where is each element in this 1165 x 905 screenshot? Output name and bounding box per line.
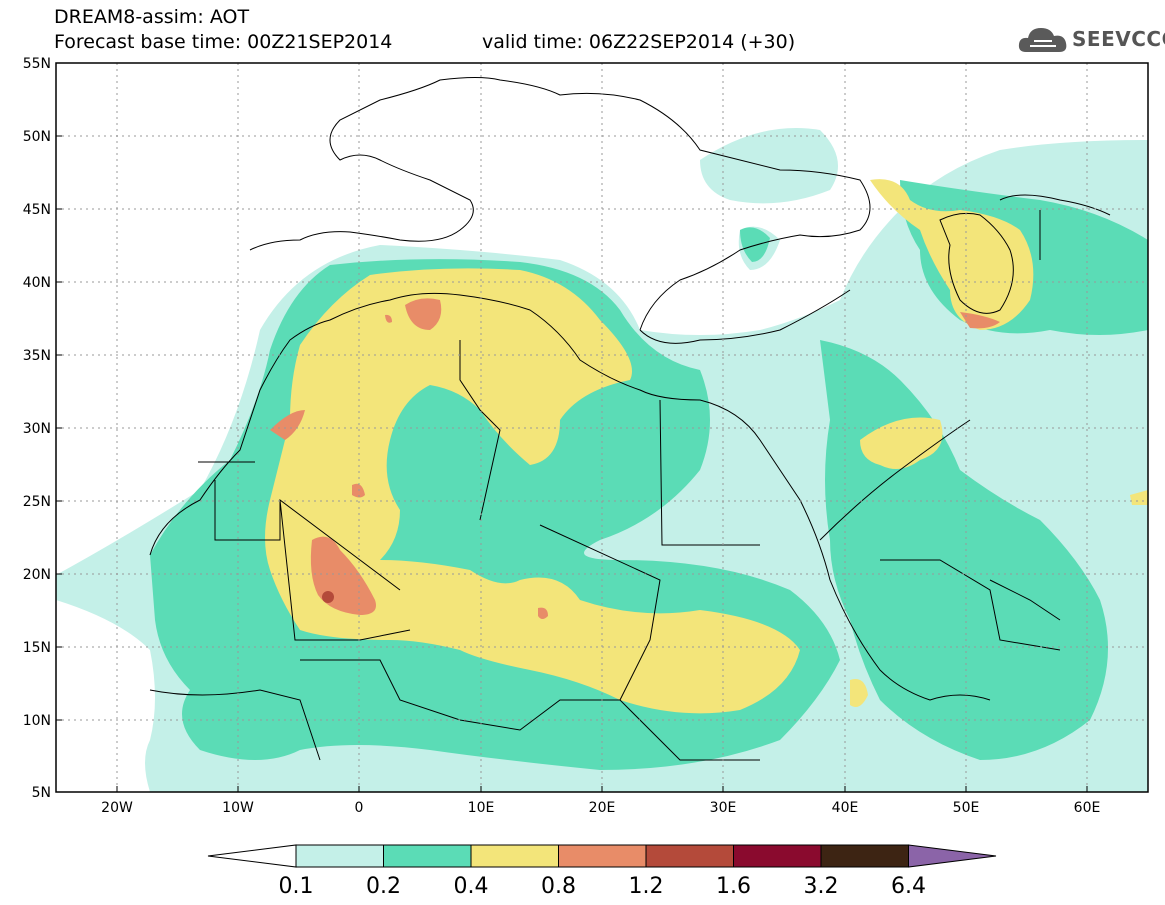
lat-labels: 55N 50N 45N 40N 35N 30N 25N 20N 15N 10N … xyxy=(23,56,51,801)
colorbar-label-1-6: 1.6 xyxy=(716,874,751,899)
lat-label-25n: 25N xyxy=(23,494,51,510)
colorbar-label-6-4: 6.4 xyxy=(891,874,926,899)
lon-label-50e: 50E xyxy=(953,800,980,816)
lon-label-10e: 10E xyxy=(468,800,495,816)
lon-label-40e: 40E xyxy=(832,800,859,816)
colorbar-label-0-2: 0.2 xyxy=(366,874,401,899)
coastlines-borders xyxy=(149,77,1111,761)
colorbar-label-0-1: 0.1 xyxy=(279,874,314,899)
colorbar-swatch-4 xyxy=(558,844,647,868)
map-title: DREAM8-assim: AOT xyxy=(54,6,250,28)
lat-label-5n: 5N xyxy=(32,785,51,801)
aot-level-0-4 xyxy=(265,179,1148,714)
colorbar-label-0-4: 0.4 xyxy=(454,874,489,899)
lat-label-55n: 55N xyxy=(23,56,51,72)
colorbar-swatch-1 xyxy=(295,844,384,868)
lon-label-0: 0 xyxy=(355,800,364,816)
colorbar: 0.1 0.2 0.4 0.8 1.2 1.6 3.2 6.4 xyxy=(207,844,997,899)
cloud-icon xyxy=(1018,28,1067,52)
lon-label-60e: 60E xyxy=(1074,800,1101,816)
colorbar-swatch-7 xyxy=(820,844,909,868)
colorbar-label-3-2: 3.2 xyxy=(804,874,839,899)
lat-label-35n: 35N xyxy=(23,348,51,364)
lat-label-40n: 40N xyxy=(23,275,51,291)
valid-time: valid time: 06Z22SEP2014 (+30) xyxy=(482,31,796,53)
colorbar-swatch-3 xyxy=(470,844,559,868)
lat-label-30n: 30N xyxy=(23,421,51,437)
lon-label-30e: 30E xyxy=(710,800,737,816)
graticule xyxy=(56,63,1148,792)
lat-label-10n: 10N xyxy=(23,713,51,729)
colorbar-label-1-2: 1.2 xyxy=(629,874,664,899)
logo-text: SEEVCCC xyxy=(1072,27,1165,51)
lon-label-10w: 10W xyxy=(222,800,254,816)
colorbar-swatch-2 xyxy=(383,844,472,868)
colorbar-label-0-8: 0.8 xyxy=(541,874,576,899)
forecast-base-time: Forecast base time: 00Z21SEP2014 xyxy=(54,31,393,53)
lon-labels: 20W 10W 0 10E 20E 30E 40E 50E 60E xyxy=(101,800,1100,816)
colorbar-high-arrow xyxy=(908,844,997,868)
seevccc-logo: SEEVCCC xyxy=(1016,22,1165,56)
lat-label-15n: 15N xyxy=(23,640,51,656)
colorbar-swatch-5 xyxy=(645,844,734,868)
lat-label-45n: 45N xyxy=(23,202,51,218)
lat-label-50n: 50N xyxy=(23,129,51,145)
lon-label-20w: 20W xyxy=(101,800,133,816)
lat-label-20n: 20N xyxy=(23,567,51,583)
tick-marks xyxy=(56,62,1088,793)
colorbar-swatch-6 xyxy=(733,844,822,868)
colorbar-low-arrow xyxy=(207,844,297,868)
aot-level-1-2 xyxy=(322,591,334,603)
lon-label-20e: 20E xyxy=(589,800,616,816)
